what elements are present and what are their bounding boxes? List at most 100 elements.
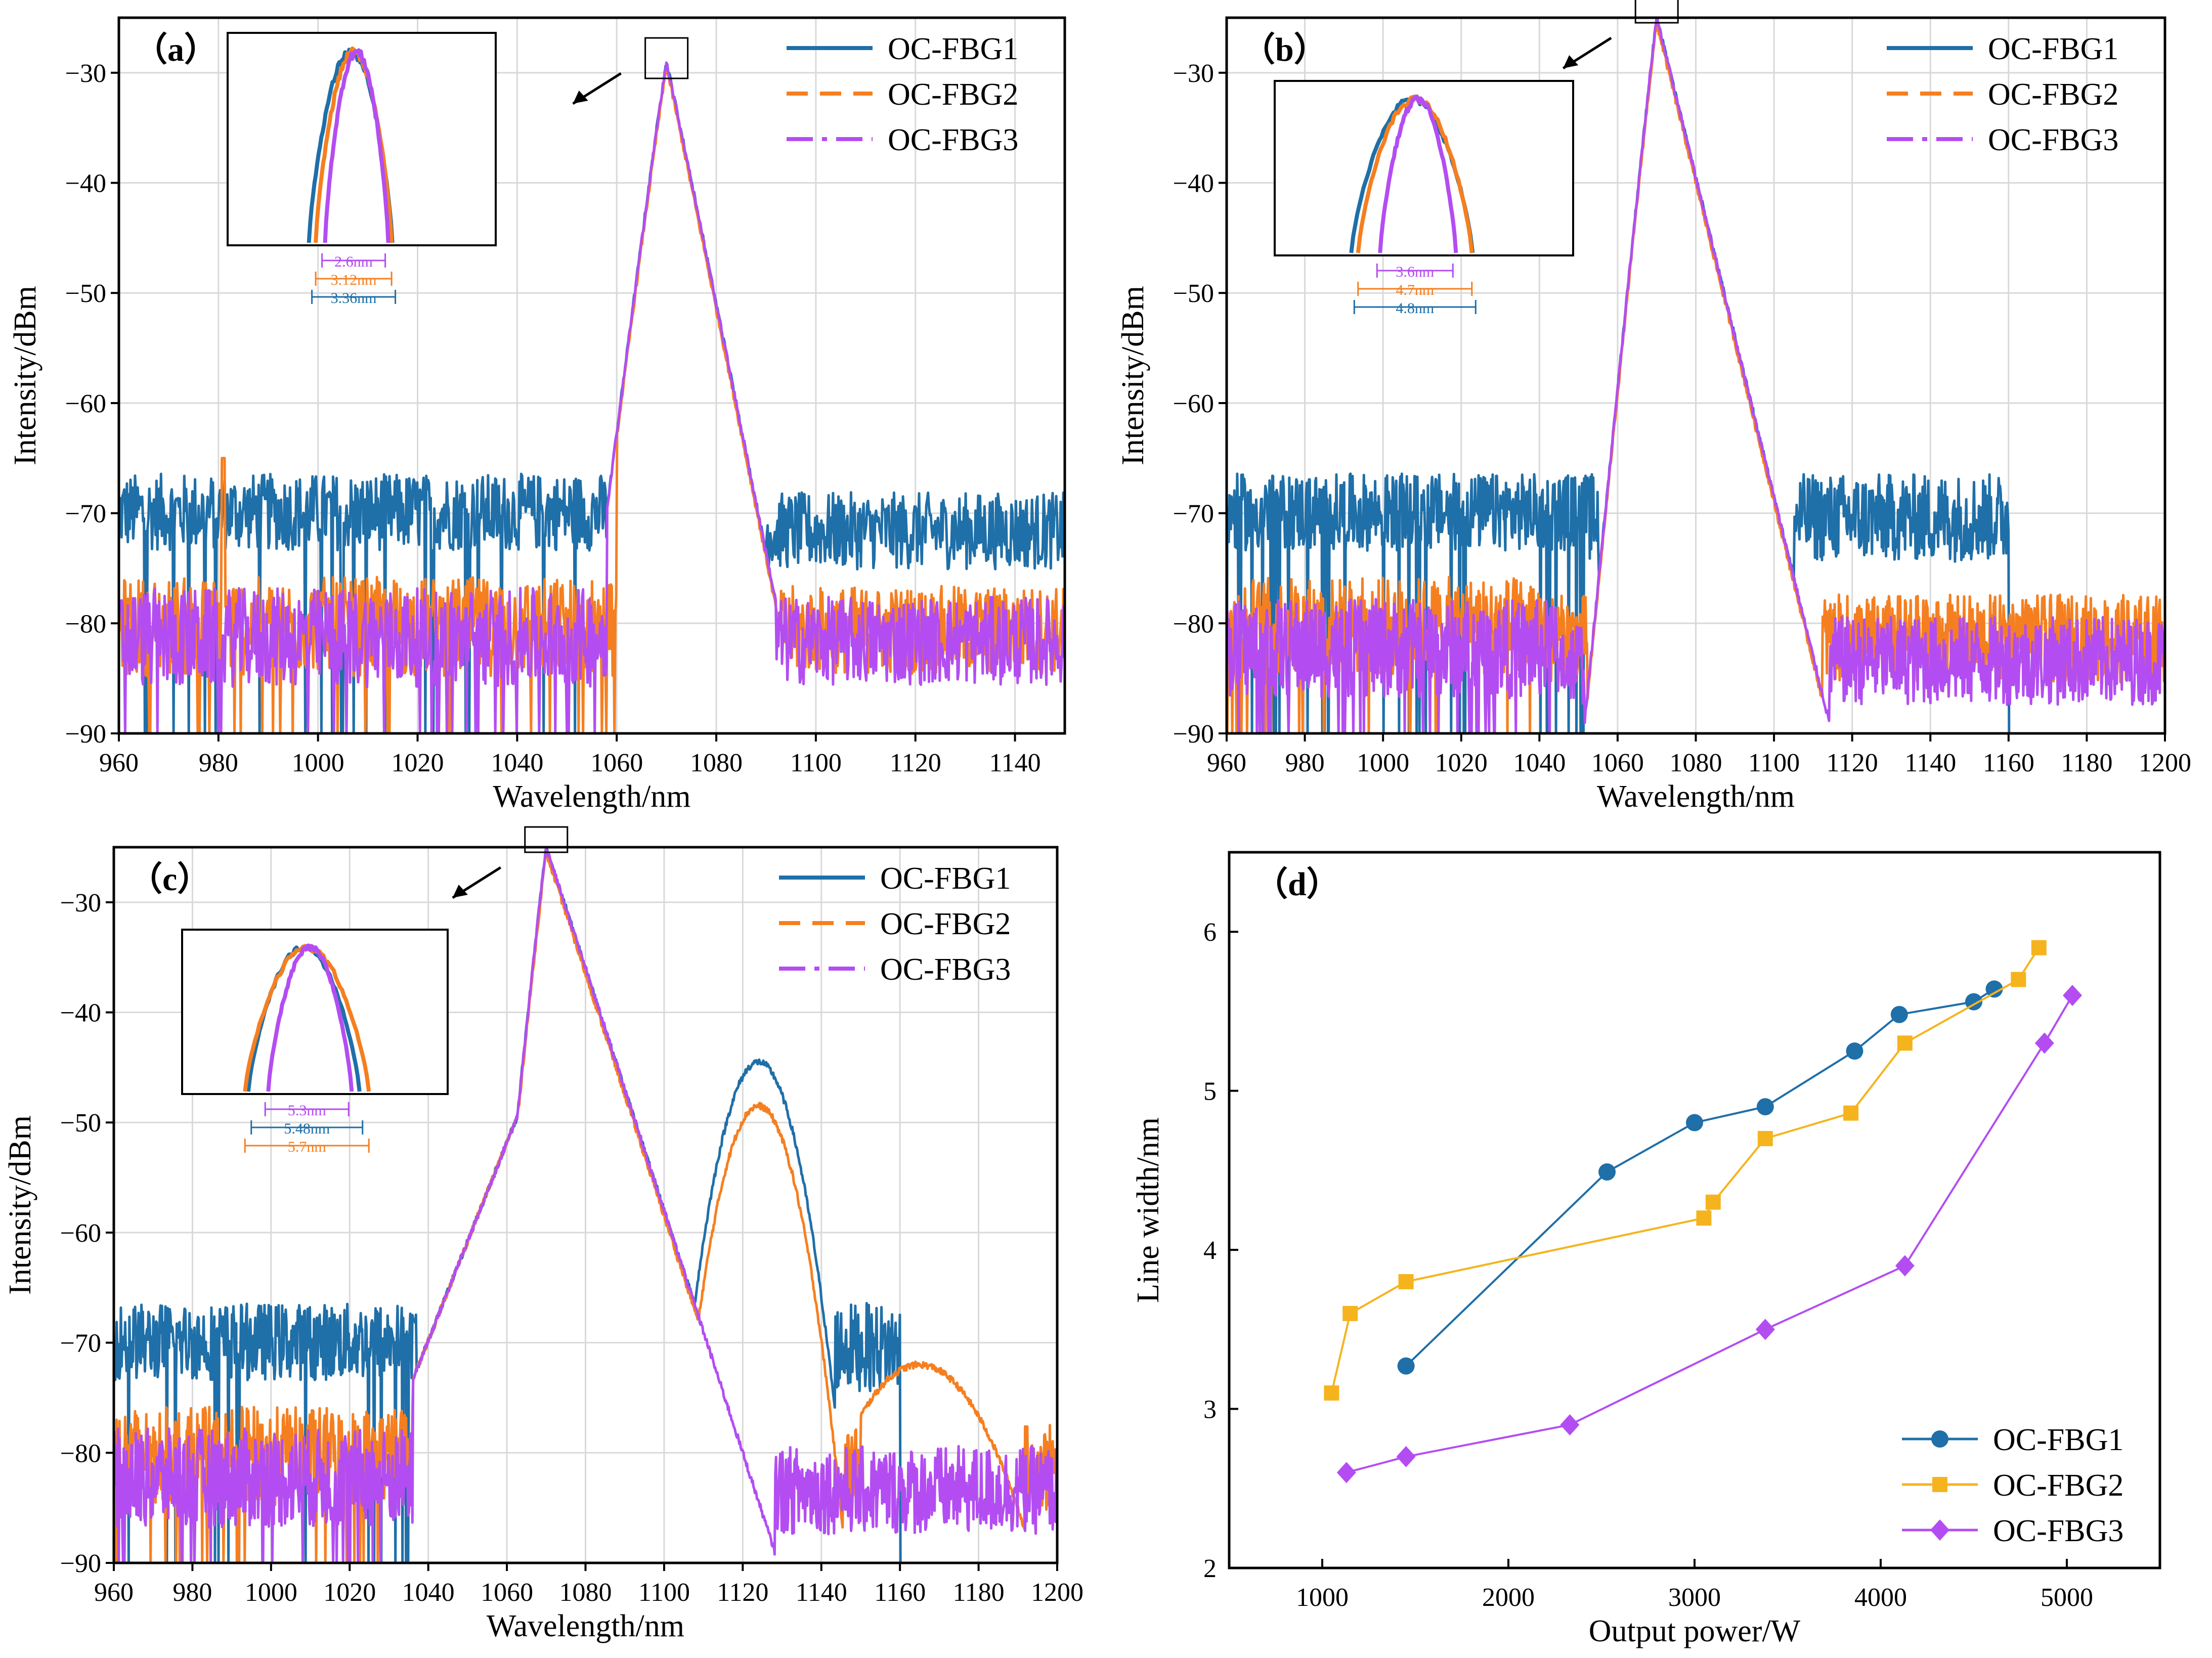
point-OC-FBG1 — [1397, 1357, 1415, 1375]
legend-label: OC-FBG3 — [1993, 1514, 2123, 1548]
series-OC-FBG1 — [119, 63, 1065, 733]
inset-width-label: 5.3nm — [288, 1102, 326, 1119]
point-OC-FBG3 — [1396, 1446, 1416, 1467]
legend-label: OC-FBG3 — [880, 952, 1011, 987]
point-OC-FBG3 — [2034, 1032, 2054, 1054]
legend-marker-OC-FBG3 — [1930, 1519, 1949, 1541]
x-tick-label: 960 — [94, 1578, 134, 1607]
y-tick-label: −70 — [60, 1329, 101, 1358]
point-OC-FBG2 — [2011, 972, 2026, 987]
point-OC-FBG2 — [1843, 1105, 1859, 1121]
point-OC-FBG3 — [1755, 1319, 1775, 1340]
y-tick-label: 4 — [1203, 1236, 1217, 1265]
legend-label: OC-FBG3 — [1988, 123, 2118, 157]
y-tick-label: −80 — [1173, 609, 1214, 638]
inset-width-label: 5.48nm — [284, 1120, 330, 1137]
x-tick-label: 1020 — [1435, 749, 1488, 777]
inset-width-label: 3.6nm — [1396, 264, 1434, 280]
legend-marker-OC-FBG2 — [1932, 1477, 1947, 1492]
panel-d: 1000 2000 3000 4000 5000 2 3 4 5 6 Output power/W L… — [1131, 851, 2161, 1648]
x-axis-label: Output power/W — [1589, 1614, 1801, 1648]
point-OC-FBG2 — [1705, 1194, 1721, 1210]
panel-a: 960 980 1000 1020 1040 1060 1080 1100 1120 1140 −9… — [8, 16, 1066, 814]
x-tick-label: 1000 — [245, 1578, 297, 1607]
y-tick-label: −60 — [1173, 389, 1214, 418]
x-tick-label: 980 — [1285, 749, 1325, 777]
series-OC-FBG3 — [114, 847, 1057, 1563]
x-tick-label: 1200 — [2139, 749, 2191, 777]
x-tick-label: 1200 — [1031, 1578, 1083, 1607]
y-tick-label: −50 — [60, 1109, 101, 1138]
legend-label: OC-FBG1 — [1988, 32, 2118, 66]
y-tick-label: −80 — [65, 609, 106, 638]
x-tick-label: 4000 — [1854, 1583, 1907, 1612]
inset-curve-OC-FBG3 — [323, 48, 391, 243]
x-tick-label: 1100 — [1748, 749, 1800, 777]
x-tick-label: 1140 — [1904, 749, 1956, 777]
point-OC-FBG1 — [1598, 1163, 1616, 1181]
x-tick-label: 1120 — [890, 749, 941, 777]
x-tick-label: 1160 — [1983, 749, 2034, 777]
inset-frame — [181, 929, 449, 1095]
x-tick-label: 1000 — [1296, 1583, 1349, 1612]
point-OC-FBG2 — [1757, 1131, 1773, 1146]
inset-frame — [1274, 80, 1574, 256]
x-tick-label: 980 — [172, 1578, 212, 1607]
y-tick-label: −40 — [1173, 169, 1214, 198]
x-tick-label: 960 — [1207, 749, 1246, 777]
plot-area — [119, 61, 1065, 733]
x-tick-label: 5000 — [2041, 1583, 2093, 1612]
y-tick-label: −70 — [65, 500, 106, 529]
legend-label: OC-FBG2 — [880, 907, 1011, 941]
legend-marker-OC-FBG1 — [1931, 1430, 1948, 1448]
series-OC-FBG2 — [1330, 947, 2040, 1393]
point-OC-FBG3 — [1895, 1255, 1915, 1277]
x-tick-label: 1000 — [1357, 749, 1409, 777]
axes-frame — [1228, 851, 2161, 1569]
y-tick-label: −80 — [60, 1439, 101, 1468]
legend-label: OC-FBG1 — [1993, 1423, 2123, 1457]
y-tick-label: −40 — [65, 169, 106, 198]
y-tick-label: −30 — [60, 889, 101, 918]
y-tick-label: 3 — [1203, 1395, 1217, 1424]
plot-area — [114, 847, 1057, 1563]
inset-b: 3.6nm 4.7nm 4.8nm — [1274, 80, 1574, 317]
x-tick-label: 1080 — [559, 1578, 612, 1607]
x-tick-label: 1040 — [1513, 749, 1566, 777]
series-OC-FBG3 — [1346, 994, 2073, 1474]
y-axis-label: Intensity/dBm — [3, 1115, 37, 1295]
legend-label: OC-FBG2 — [888, 77, 1018, 112]
inset-width-label: 3.12nm — [331, 272, 377, 288]
point-OC-FBG1 — [1846, 1042, 1863, 1060]
zoom-arrow-head — [452, 885, 468, 898]
panel-b: 960 980 1000 1020 1040 1060 1080 1100 1120 1140 11… — [1116, 0, 2191, 814]
y-tick-label: −90 — [65, 720, 106, 749]
panel-label: （d） — [1254, 865, 1340, 903]
y-tick-label: −30 — [65, 59, 106, 88]
x-tick-label: 960 — [99, 749, 139, 777]
y-tick-label: −70 — [1173, 500, 1214, 529]
y-tick-label: −60 — [60, 1219, 101, 1248]
y-axis-label: Intensity/dBm — [1116, 286, 1150, 465]
y-tick-label: 6 — [1203, 918, 1217, 947]
x-tick-label: 1040 — [402, 1578, 455, 1607]
point-OC-FBG2 — [1398, 1274, 1414, 1289]
panel-label: （a） — [134, 31, 218, 68]
x-tick-label: 1020 — [392, 749, 444, 777]
x-tick-label: 1100 — [790, 749, 842, 777]
plot-area — [1227, 18, 2165, 733]
point-OC-FBG2 — [1696, 1210, 1712, 1226]
x-axis-label: Wavelength/nm — [1597, 779, 1795, 814]
y-tick-label: −30 — [1173, 59, 1214, 88]
y-tick-label: −90 — [60, 1549, 101, 1578]
axes-frame — [117, 16, 1066, 735]
y-tick-label: 2 — [1203, 1554, 1217, 1583]
point-OC-FBG3 — [2063, 985, 2083, 1006]
inset-width-label: 3.36nm — [331, 290, 377, 307]
x-tick-label: 1180 — [953, 1578, 1005, 1607]
inset-curve-OC-FBG3 — [1378, 95, 1458, 253]
zoom-arrow-head — [573, 91, 588, 104]
series-OC-FBG3 — [1227, 18, 2165, 733]
